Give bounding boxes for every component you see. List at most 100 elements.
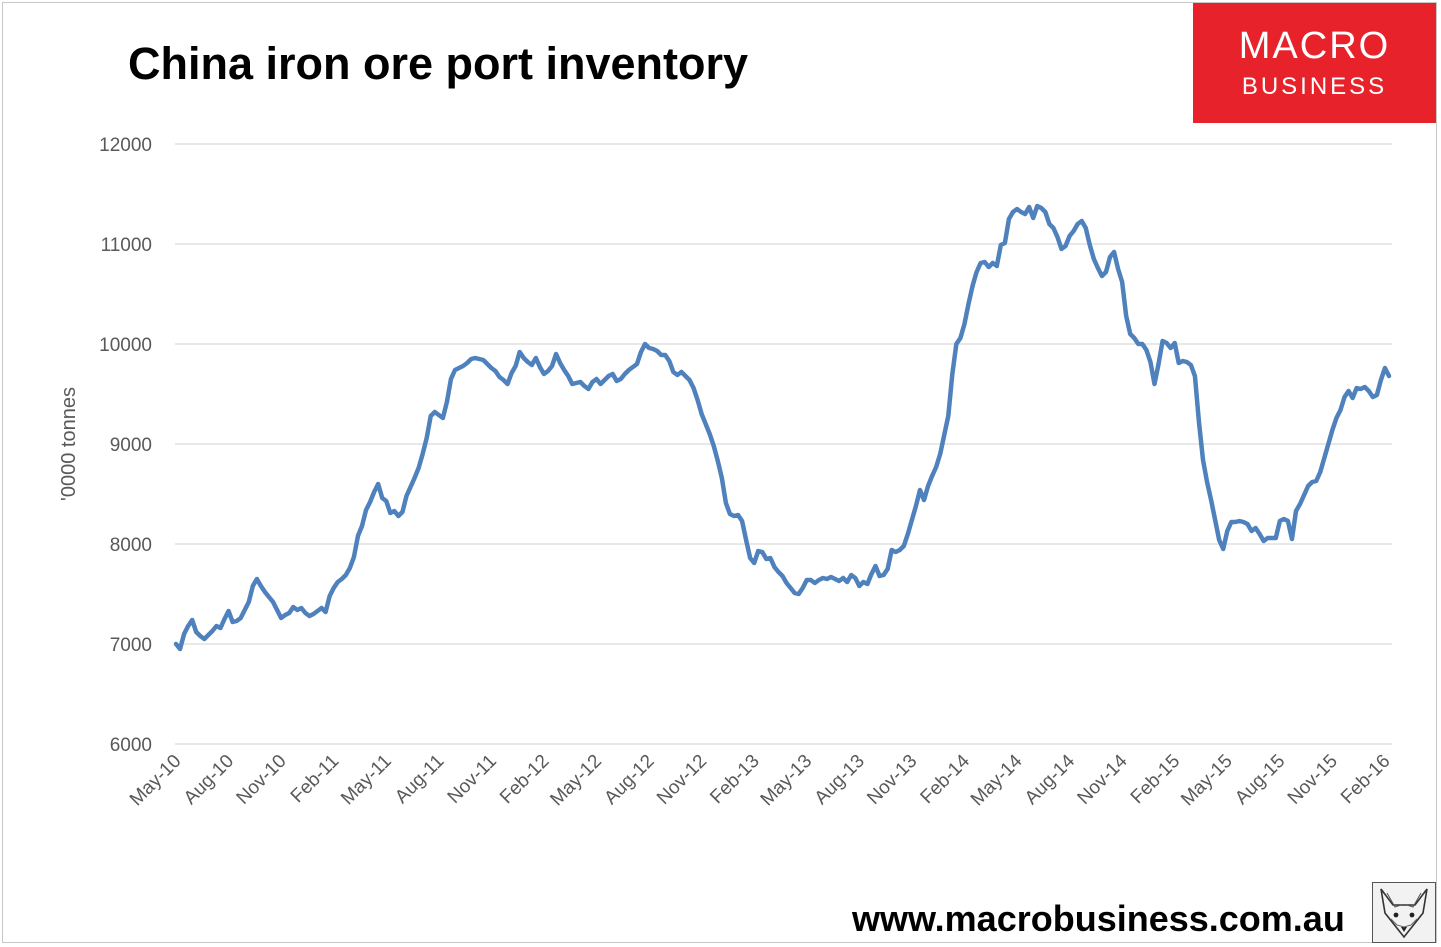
data-point: [1007, 217, 1011, 221]
data-point: [655, 349, 659, 353]
data-point: [660, 353, 663, 357]
data-point: [478, 357, 481, 361]
y-tick-label: 10000: [99, 335, 152, 356]
data-point: [1149, 360, 1152, 364]
data-point: [951, 372, 954, 376]
data-point: [619, 377, 622, 381]
data-point: [639, 350, 643, 354]
data-point: [437, 413, 441, 417]
data-point: [522, 356, 525, 360]
data-point: [1185, 360, 1189, 364]
data-point: [1306, 484, 1310, 488]
data-point: [987, 265, 990, 269]
data-point: [1379, 378, 1383, 382]
data-point: [1157, 362, 1160, 366]
data-point: [364, 508, 368, 512]
data-point: [296, 608, 299, 612]
y-axis-ticks: 6000 7000 8000 9000 10000 11000 12000: [99, 135, 152, 756]
data-point: [1015, 207, 1019, 211]
data-point: [465, 361, 469, 365]
data-point: [308, 614, 311, 618]
data-point: [963, 322, 966, 326]
x-tick-label: May-12: [546, 751, 606, 811]
data-point: [389, 511, 392, 515]
data-point: [1217, 538, 1221, 542]
data-point: [195, 630, 198, 634]
data-point: [1056, 235, 1059, 239]
data-point: [1371, 395, 1375, 399]
data-point: [1197, 420, 1201, 424]
data-point: [1165, 341, 1168, 345]
data-point: [1080, 219, 1083, 223]
data-point: [368, 500, 372, 504]
data-point: [518, 350, 521, 354]
data-point: [692, 386, 695, 390]
data-point: [672, 370, 675, 374]
data-point: [882, 573, 885, 577]
data-point: [1145, 348, 1148, 352]
data-point: [433, 410, 436, 414]
data-point: [757, 549, 760, 553]
data-point: [1278, 519, 1282, 523]
data-point: [688, 378, 691, 382]
data-point: [995, 264, 998, 268]
x-tick-label: Aug-14: [1021, 750, 1079, 808]
data-point: [918, 488, 922, 492]
chart-title: China iron ore port inventory: [128, 38, 749, 89]
data-point: [910, 518, 914, 522]
data-point: [631, 365, 635, 369]
data-point: [255, 577, 259, 581]
data-point: [765, 557, 768, 561]
data-point: [1040, 206, 1043, 210]
data-point: [894, 550, 897, 554]
data-point: [409, 485, 412, 489]
data-point: [1129, 332, 1132, 336]
y-tick-label: 6000: [110, 735, 152, 756]
x-tick-label: May-15: [1177, 751, 1237, 811]
data-point: [1351, 396, 1354, 400]
data-point: [1068, 234, 1071, 238]
data-point: [562, 368, 566, 372]
data-point: [898, 548, 901, 552]
data-point: [283, 613, 287, 617]
data-point: [1274, 536, 1277, 540]
data-point: [413, 476, 416, 480]
data-point: [1120, 280, 1124, 284]
data-point: [748, 556, 752, 560]
x-tick-label: Aug-15: [1231, 751, 1289, 809]
data-point: [1343, 395, 1346, 399]
data-point: [397, 514, 400, 518]
data-point: [805, 578, 808, 582]
data-point: [360, 524, 364, 528]
data-point: [1072, 229, 1075, 233]
data-point: [837, 579, 841, 583]
data-point: [449, 377, 453, 381]
data-point: [1205, 480, 1209, 484]
data-point: [1064, 244, 1067, 248]
x-tick-label: Feb-15: [1127, 751, 1184, 808]
data-point: [854, 576, 857, 580]
data-point: [502, 378, 505, 382]
data-point: [680, 370, 683, 374]
data-point: [938, 452, 942, 456]
data-point: [510, 371, 513, 375]
data-point: [190, 618, 194, 622]
data-point: [1335, 416, 1338, 420]
data-point: [858, 584, 861, 588]
data-point: [271, 600, 275, 604]
data-point: [498, 375, 501, 379]
data-point: [1100, 274, 1104, 278]
data-point: [1173, 341, 1176, 345]
data-point: [668, 359, 671, 363]
data-point: [546, 369, 550, 373]
data-point: [789, 586, 792, 590]
data-point: [1310, 480, 1314, 484]
data-point: [215, 624, 218, 628]
data-point: [182, 632, 186, 636]
data-point: [1048, 222, 1051, 226]
data-point: [1363, 385, 1366, 389]
data-point: [1060, 247, 1063, 251]
data-point: [991, 261, 994, 265]
y-tick-label: 11000: [101, 235, 152, 256]
data-point: [227, 609, 230, 613]
